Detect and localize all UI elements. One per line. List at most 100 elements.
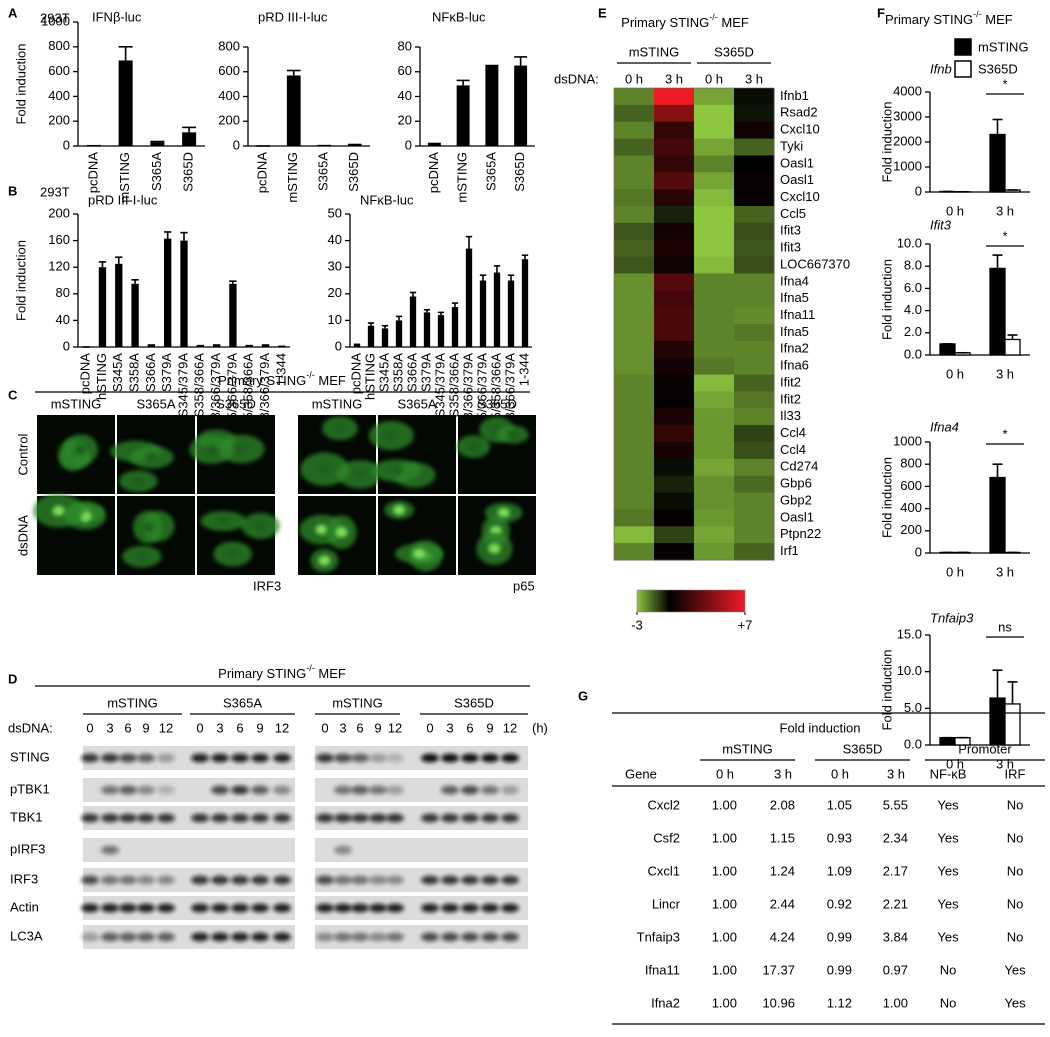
blot-label: LC3A [10,928,43,943]
panel-label: E [598,5,607,20]
gene-label: Ifnb1 [780,88,809,103]
heatmap-cell [614,408,655,426]
y-tick-label: 0.0 [904,346,922,361]
stain-label: IRF3 [253,578,281,593]
blot-band [251,813,269,823]
blot-band [137,753,155,763]
bar [150,142,165,146]
column-label: 3 h [745,71,763,86]
title-text: MEF [315,373,346,388]
table-cell: 1.00 [712,995,737,1010]
cell-nucleus [52,505,65,516]
gene-label: Cxcl10 [780,189,820,204]
timepoint-label: 6 [466,720,473,735]
bar [514,65,528,146]
heatmap-cell [734,222,775,241]
bar [989,476,1006,554]
bar [180,240,188,347]
bar [147,345,156,347]
cell-nucleus [74,444,87,455]
heatmap-cell [694,104,735,123]
bar [118,60,133,146]
error-bar [992,463,1003,478]
legend-label: mSTING [978,39,1029,54]
stain-label: p65 [513,578,535,593]
y-tick-label: 200 [900,522,922,537]
heatmap-cell [734,155,775,173]
title-text: Primary STING [885,12,973,27]
y-tick-label: 80 [398,38,412,53]
blot-band [273,932,291,942]
table-cell: 17.37 [762,962,795,977]
error-bar [465,235,473,249]
x-tick-label: 0 h [946,564,964,579]
heatmap-cell [654,475,695,494]
chart-title: pRD III-I-luc [88,192,158,207]
heatmap-cell [694,425,735,443]
blot-band [231,753,249,763]
timepoint-label: 3 [339,720,346,735]
table-group-header: Promoter [958,741,1012,756]
blot-band [273,785,291,795]
table-header: Fold induction [780,720,861,735]
blot-band [386,903,404,913]
heatmap-cell [734,307,775,325]
heatmap-cell [694,340,735,359]
bar [423,312,431,347]
blot-band [211,753,229,763]
heatmap-cell [654,307,695,325]
gene-label: Cxcl10 [780,122,820,137]
heatmap-cell [734,543,775,561]
blot-band [81,875,99,885]
timepoint-label: 9 [486,720,493,735]
blot-band [137,813,155,823]
heatmap-cell [734,475,775,494]
table-cell: No [1007,929,1024,944]
column-label: 0 h [705,71,723,86]
blot-band [481,903,499,913]
blot-band [441,785,459,795]
table-cell: 1.00 [712,830,737,845]
legend-swatch [954,60,972,78]
y-tick-label: 200 [218,113,240,128]
blot-band [334,845,352,855]
x-tick-label: S366A [404,353,419,392]
panel-label: F [877,5,885,20]
y-axis-label: Fold induction [879,457,894,538]
timepoint-label: 0 [86,720,93,735]
table-column-header: 3 h [774,766,792,781]
bar [989,133,1006,193]
error-bar [98,261,107,268]
table-cell: Cxcl1 [647,863,680,878]
x-tick-label: 1-344 [273,353,288,386]
heatmap-cell [694,374,735,392]
y-tick-label: 50 [328,205,342,220]
x-tick-label: 1-344 [516,353,531,386]
heatmap-cell [654,121,695,140]
colorbar-tick-label: +7 [738,617,753,632]
legend-swatch [954,38,972,56]
heatmap-cell [694,357,735,376]
title-superscript: -/- [709,12,718,22]
blot-band [211,785,229,795]
blot-band [481,753,499,763]
y-tick-label: 1000 [893,433,922,448]
blot-band [137,903,155,913]
blot-band [119,813,137,823]
table-cell: No [1007,896,1024,911]
bar [479,280,487,347]
y-tick-label: 400 [48,88,70,103]
error-bar [229,280,237,284]
table-column-header: IRF [1005,766,1026,781]
x-tick-label: mSTING [117,152,132,203]
gene-label: Ifna4 [780,273,809,288]
blot-band [369,875,387,885]
blot-label: pTBK1 [10,781,50,796]
cell-nucleus [413,548,426,559]
heatmap-cell [694,189,735,207]
panel-label: G [578,688,588,703]
x-tick-label: S358/366A [192,353,207,418]
cell-nucleus [467,441,480,452]
blot-band [316,875,334,885]
heatmap-cell [694,324,735,342]
